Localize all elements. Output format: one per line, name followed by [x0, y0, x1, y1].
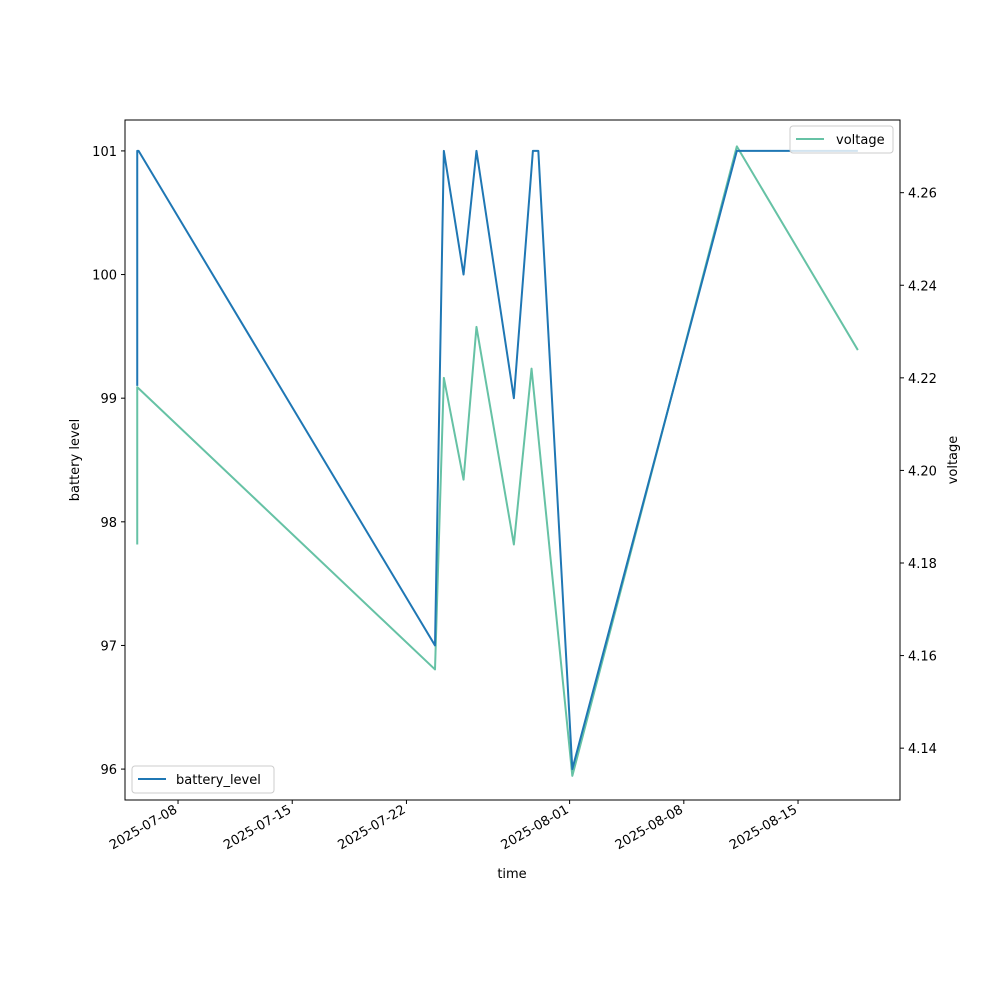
right-axis-label: voltage	[946, 436, 961, 485]
right-tick-label: 4.24	[908, 279, 937, 294]
legend-box	[131, 765, 275, 794]
left-tick-label: 99	[100, 392, 117, 407]
series-layer	[136, 145, 859, 777]
right-tick-label: 4.14	[908, 742, 937, 757]
left-tick-label: 96	[100, 763, 117, 778]
left-tick-label: 98	[100, 516, 117, 531]
plot-area	[125, 120, 900, 800]
left-tick-label: 100	[92, 269, 117, 284]
x-axis-label: time	[497, 867, 526, 882]
left-axis-label: battery level	[68, 419, 83, 502]
plot-frame	[124, 119, 901, 801]
right-tick-label: 4.16	[908, 650, 937, 665]
left-tick-label: 101	[92, 145, 117, 160]
right-tick-label: 4.26	[908, 187, 937, 202]
right-tick-label: 4.18	[908, 557, 937, 572]
legend-voltage: voltage	[789, 125, 894, 154]
left-axis-ticks: 96 97 98 99 100 101	[92, 145, 125, 778]
legend-box	[789, 125, 894, 154]
right-axis-ticks: 4.14 4.16 4.18 4.20 4.22 4.24 4.26	[900, 187, 937, 757]
legend-label-voltage: voltage	[836, 133, 885, 148]
left-tick-label: 97	[100, 639, 117, 654]
legend-label-battery-level: battery_level	[176, 773, 261, 788]
legend-battery-level: battery_level	[131, 765, 275, 794]
right-tick-label: 4.20	[908, 464, 937, 479]
series-line-battery-level	[136, 149, 858, 771]
right-tick-label: 4.22	[908, 372, 937, 387]
